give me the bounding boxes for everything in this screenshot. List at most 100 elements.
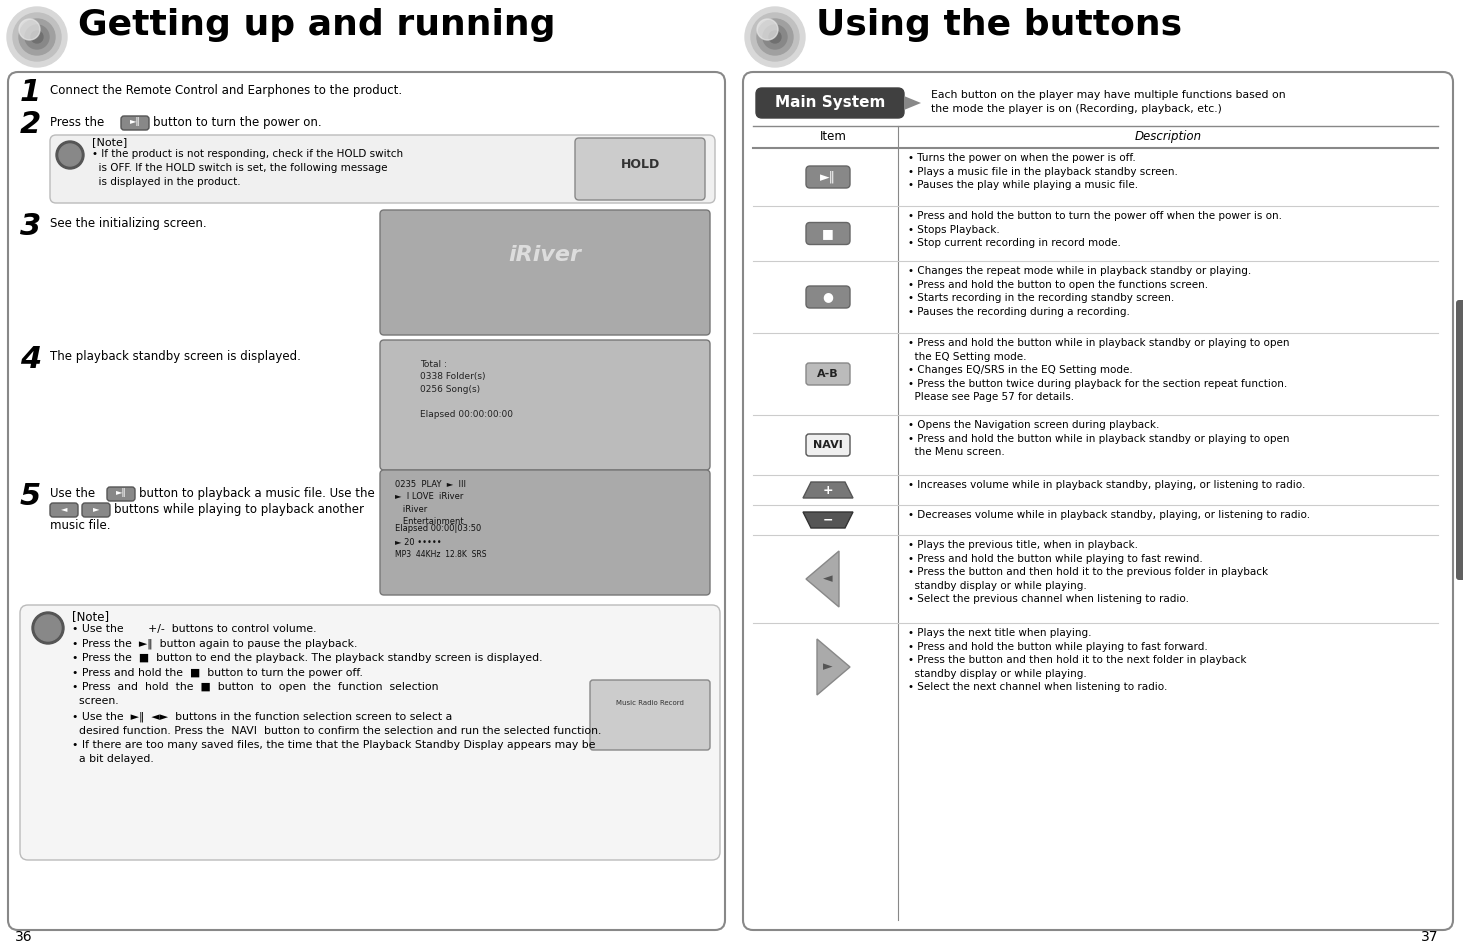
Text: −: − [822, 514, 834, 526]
Text: music file.: music file. [50, 519, 111, 532]
Circle shape [32, 612, 64, 644]
Text: 37: 37 [1421, 930, 1438, 944]
Text: • Press the  ►‖  button again to pause the playback.: • Press the ►‖ button again to pause the… [72, 638, 357, 649]
Text: iRiver: iRiver [509, 245, 581, 265]
Circle shape [59, 144, 80, 166]
Circle shape [770, 31, 781, 43]
Text: • If there are too many saved files, the time that the Playback Standby Display : • If there are too many saved files, the… [72, 740, 595, 750]
Text: Connect the Remote Control and Earphones to the product.: Connect the Remote Control and Earphones… [50, 84, 402, 97]
Text: • Press  and  hold  the  ■  button  to  open  the  function  selection: • Press and hold the ■ button to open th… [72, 682, 439, 692]
Text: • Turns the power on when the power is off.
• Plays a music file in the playback: • Turns the power on when the power is o… [909, 153, 1178, 190]
FancyBboxPatch shape [590, 680, 710, 750]
Text: NAVI: NAVI [813, 440, 843, 450]
Text: Elapsed 00:00|03:50: Elapsed 00:00|03:50 [395, 524, 481, 533]
Text: [Note]: [Note] [92, 137, 127, 147]
Text: Total :
0338 Folder(s)
0256 Song(s)

Elapsed 00:00:00:00: Total : 0338 Folder(s) 0256 Song(s) Elap… [420, 360, 514, 419]
FancyBboxPatch shape [20, 605, 720, 860]
Text: Use the: Use the [50, 487, 95, 500]
Text: See the initializing screen.: See the initializing screen. [50, 217, 206, 230]
FancyBboxPatch shape [107, 487, 135, 501]
Circle shape [751, 13, 799, 61]
Text: 4: 4 [20, 345, 41, 374]
FancyBboxPatch shape [50, 135, 715, 203]
Text: • Press and hold the  ■  button to turn the power off.: • Press and hold the ■ button to turn th… [72, 668, 363, 677]
FancyBboxPatch shape [806, 166, 850, 188]
Text: • Use the  ►‖  ◄►  buttons in the function selection screen to select a: • Use the ►‖ ◄► buttons in the function … [72, 711, 452, 721]
FancyBboxPatch shape [806, 286, 850, 308]
Polygon shape [806, 551, 838, 607]
FancyBboxPatch shape [806, 434, 850, 456]
FancyBboxPatch shape [82, 503, 110, 517]
Text: • Press and hold the button while in playback standby or playing to open
  the E: • Press and hold the button while in pla… [909, 338, 1289, 403]
Text: • Use the       +/-  buttons to control volume.: • Use the +/- buttons to control volume. [72, 624, 316, 634]
Circle shape [19, 19, 40, 40]
Text: Getting up and running: Getting up and running [78, 8, 556, 42]
Circle shape [745, 7, 805, 67]
Circle shape [19, 19, 56, 55]
Text: buttons while playing to playback another: buttons while playing to playback anothe… [114, 503, 364, 516]
Text: Main System: Main System [775, 96, 885, 110]
Circle shape [35, 615, 61, 641]
Text: a bit delayed.: a bit delayed. [72, 754, 154, 765]
Text: ► 20 •••••: ► 20 ••••• [395, 538, 442, 547]
Text: MP3  44KHz  12.8K  SRS: MP3 44KHz 12.8K SRS [395, 550, 487, 559]
Text: A-B: A-B [818, 369, 838, 379]
Text: ►‖: ►‖ [821, 170, 835, 183]
Text: • If the product is not responding, check if the HOLD switch
  is OFF. If the HO: • If the product is not responding, chec… [92, 149, 404, 187]
Text: The playback standby screen is displayed.: The playback standby screen is displayed… [50, 350, 301, 363]
FancyBboxPatch shape [806, 222, 850, 244]
Text: • Changes the repeat mode while in playback standby or playing.
• Press and hold: • Changes the repeat mode while in playb… [909, 266, 1251, 316]
Text: • Increases volume while in playback standby, playing, or listening to radio.: • Increases volume while in playback sta… [909, 480, 1305, 490]
Text: Press the: Press the [50, 116, 104, 129]
Text: 0235  PLAY  ►  III: 0235 PLAY ► III [395, 480, 467, 489]
Text: +: + [822, 484, 834, 497]
Text: Music Radio Record: Music Radio Record [616, 700, 683, 706]
Text: Using the buttons: Using the buttons [816, 8, 1182, 42]
FancyBboxPatch shape [743, 72, 1453, 930]
Text: ►‖: ►‖ [116, 488, 126, 497]
Text: button to turn the power on.: button to turn the power on. [154, 116, 322, 129]
Text: • Press and hold the button to turn the power off when the power is on.
• Stops : • Press and hold the button to turn the … [909, 211, 1282, 248]
Polygon shape [816, 639, 850, 695]
Text: 2: 2 [20, 110, 41, 139]
Text: Each button on the player may have multiple functions based on
the mode the play: Each button on the player may have multi… [930, 90, 1286, 114]
FancyBboxPatch shape [1456, 300, 1463, 580]
Circle shape [31, 31, 42, 43]
FancyBboxPatch shape [756, 88, 904, 118]
Text: • Opens the Navigation screen during playback.
• Press and hold the button while: • Opens the Navigation screen during pla… [909, 420, 1289, 457]
Text: 5: 5 [20, 482, 41, 511]
Circle shape [7, 7, 67, 67]
FancyBboxPatch shape [806, 363, 850, 385]
Text: • Decreases volume while in playback standby, playing, or listening to radio.: • Decreases volume while in playback sta… [909, 510, 1311, 520]
Text: Item: Item [819, 130, 847, 143]
FancyBboxPatch shape [575, 138, 705, 200]
FancyBboxPatch shape [380, 340, 710, 470]
Circle shape [756, 19, 793, 55]
Circle shape [764, 25, 787, 49]
Text: ►  I LOVE  iRiver
   iRiver
   Entertainment: ► I LOVE iRiver iRiver Entertainment [395, 492, 464, 526]
Text: • Plays the previous title, when in playback.
• Press and hold the button while : • Plays the previous title, when in play… [909, 540, 1268, 604]
Text: ►: ► [92, 504, 99, 513]
FancyBboxPatch shape [121, 116, 149, 130]
Polygon shape [803, 512, 853, 528]
Circle shape [56, 141, 83, 169]
Text: ◄: ◄ [61, 504, 67, 513]
Text: ►: ► [824, 660, 832, 674]
Circle shape [756, 19, 778, 40]
Text: desired function. Press the  NAVI  button to confirm the selection and run the s: desired function. Press the NAVI button … [72, 726, 601, 735]
Circle shape [13, 13, 61, 61]
Text: • Plays the next title when playing.
• Press and hold the button while playing t: • Plays the next title when playing. • P… [909, 628, 1246, 693]
FancyBboxPatch shape [380, 210, 710, 335]
Text: ◄: ◄ [824, 573, 832, 585]
FancyBboxPatch shape [7, 72, 726, 930]
FancyBboxPatch shape [380, 470, 710, 595]
Polygon shape [904, 96, 922, 110]
FancyBboxPatch shape [50, 503, 78, 517]
Text: [Note]: [Note] [72, 610, 110, 623]
Text: HOLD: HOLD [620, 159, 660, 172]
Text: 1: 1 [20, 78, 41, 107]
Text: Description: Description [1134, 130, 1201, 143]
Text: screen.: screen. [72, 696, 119, 707]
Circle shape [25, 25, 48, 49]
Text: ■: ■ [822, 227, 834, 240]
